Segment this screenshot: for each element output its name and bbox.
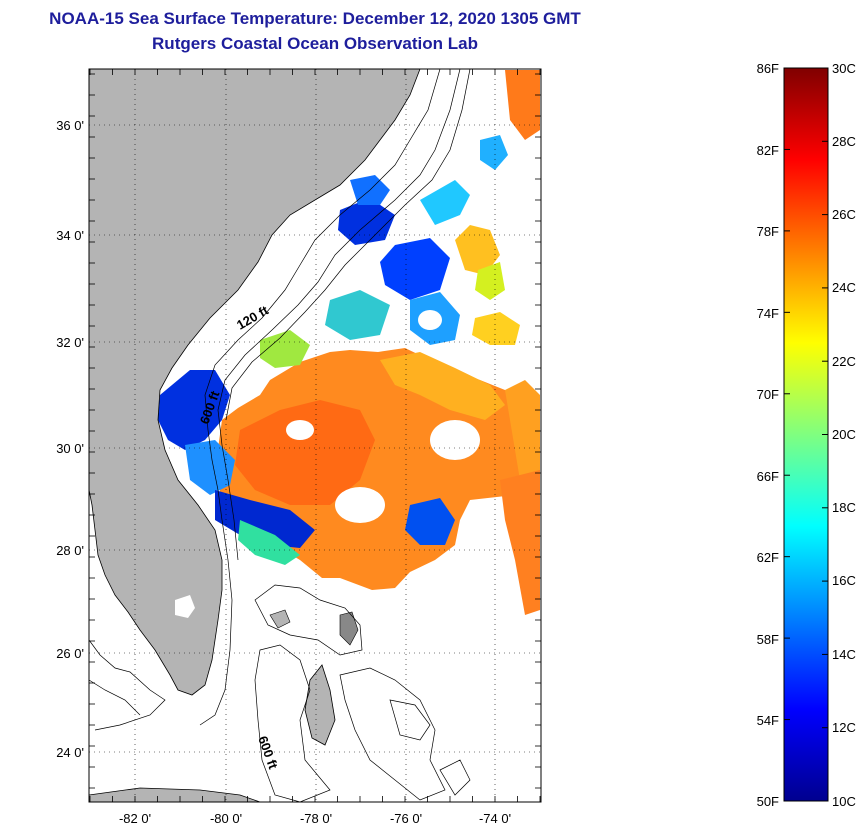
land-mainland: [89, 69, 421, 696]
cb-c-14: 14C: [832, 647, 856, 662]
lon-label-82: -82 0': [119, 811, 151, 826]
cb-c-12: 12C: [832, 720, 856, 735]
lat-label-30: 30 0': [56, 441, 84, 456]
cb-c-22: 22C: [832, 354, 856, 369]
colorbar-ticks: [784, 67, 828, 802]
cb-c-26: 26C: [832, 207, 856, 222]
cb-f-70: 70F: [757, 387, 779, 402]
lon-label-78: -78 0': [300, 811, 332, 826]
cb-f-54: 54F: [757, 713, 779, 728]
lat-label-36: 36 0': [56, 118, 84, 133]
cb-f-86: 86F: [757, 61, 779, 76]
colorbar: [783, 67, 829, 802]
cb-c-10: 10C: [832, 794, 856, 809]
axis-minor-ticks: [89, 69, 541, 802]
cb-f-78: 78F: [757, 224, 779, 239]
lon-label-80: -80 0': [210, 811, 242, 826]
lon-label-76: -76 0': [390, 811, 422, 826]
colorbar-fahrenheit-labels: 86F 82F 78F 74F 70F 66F 62F 58F 54F 50F: [757, 61, 779, 809]
lon-label-74: -74 0': [479, 811, 511, 826]
map-subtitle: Rutgers Coastal Ocean Observation Lab: [152, 34, 478, 53]
cb-c-30: 30C: [832, 61, 856, 76]
longitude-labels: -82 0' -80 0' -78 0' -76 0' -74 0': [119, 811, 511, 826]
cb-f-58: 58F: [757, 632, 779, 647]
cb-c-28: 28C: [832, 134, 856, 149]
cb-f-82: 82F: [757, 143, 779, 158]
colorbar-celsius-labels: 30C 28C 26C 24C 22C 20C 18C 16C 14C 12C …: [832, 61, 856, 809]
cb-f-50: 50F: [757, 794, 779, 809]
lat-label-32: 32 0': [56, 335, 84, 350]
cb-c-24: 24C: [832, 280, 856, 295]
graticule: [89, 69, 541, 802]
map-title: NOAA-15 Sea Surface Temperature: Decembe…: [49, 9, 581, 28]
cb-f-66: 66F: [757, 469, 779, 484]
cb-c-20: 20C: [832, 427, 856, 442]
cb-c-16: 16C: [832, 573, 856, 588]
lat-label-26: 26 0': [56, 646, 84, 661]
lat-label-24: 24 0': [56, 745, 84, 760]
lat-label-34: 34 0': [56, 228, 84, 243]
cb-c-18: 18C: [832, 500, 856, 515]
cb-f-62: 62F: [757, 550, 779, 565]
map-area: 120 ft 600 ft 600 ft: [89, 69, 541, 802]
land-bahamas: [304, 664, 336, 746]
depth-contours: [89, 69, 471, 802]
lat-label-28: 28 0': [56, 543, 84, 558]
latitude-labels: 36 0' 34 0' 32 0' 30 0' 28 0' 26 0' 24 0…: [56, 118, 84, 760]
sst-data-layer: [158, 70, 540, 615]
cb-f-74: 74F: [757, 306, 779, 321]
